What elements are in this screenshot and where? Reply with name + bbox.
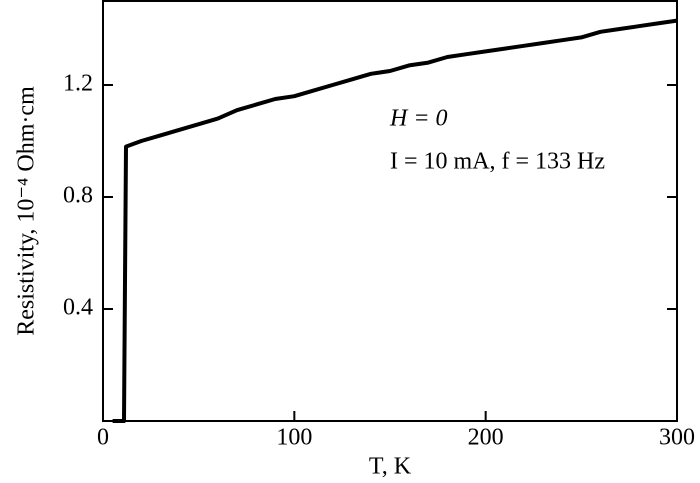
annotation: H = 0: [389, 106, 448, 132]
y-tick-label: 0.4: [63, 295, 93, 321]
plot-frame: [102, 0, 678, 422]
y-tick-label: 1.2: [63, 71, 93, 97]
x-tick-label: 100: [276, 425, 312, 451]
y-axis-label: Resistivity, 10⁻⁴ Ohm·cm: [14, 86, 40, 336]
x-tick-label: 0: [97, 425, 109, 451]
data-line: [112, 18, 678, 423]
x-tick-label: 300: [659, 425, 695, 451]
x-tick-label: 200: [468, 425, 504, 451]
x-axis-label: T, K: [369, 454, 412, 480]
y-tick-label: 0.8: [63, 183, 93, 209]
annotation: I = 10 mA, f = 133 Hz: [390, 149, 605, 175]
